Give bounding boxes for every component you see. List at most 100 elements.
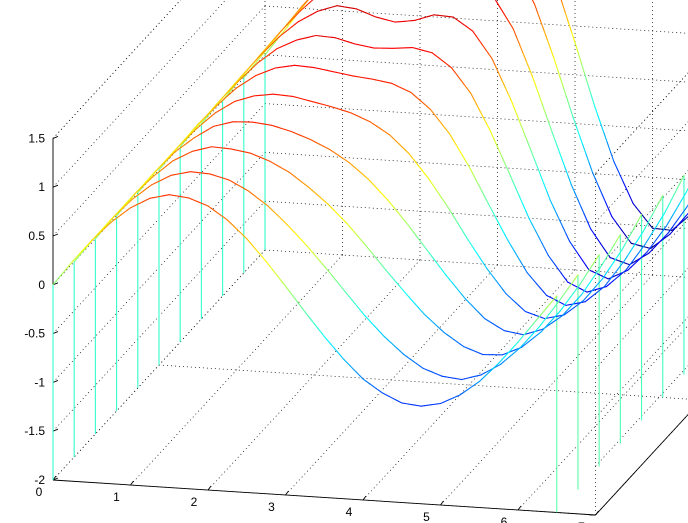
curve-segment — [73, 257, 78, 263]
curve-segment — [461, 154, 467, 162]
curve-segment — [626, 250, 632, 257]
curve-segment — [144, 186, 150, 191]
curve-segment — [649, 242, 655, 249]
curve-segment — [215, 100, 220, 106]
curve-segment — [537, 12, 542, 23]
curve-segment — [472, 349, 477, 353]
curve-segment — [187, 131, 192, 137]
curve-segment — [443, 400, 448, 403]
curve-segment — [462, 345, 468, 349]
curve-segment — [105, 220, 111, 226]
curve-segment — [506, 355, 511, 360]
curve-segment — [485, 371, 490, 377]
curve-segment — [463, 84, 469, 90]
z-tick-label: -1 — [34, 375, 45, 389]
curve-segment — [664, 206, 669, 214]
curve-segment — [392, 137, 397, 142]
curve-segment — [490, 322, 495, 326]
curve-segment — [270, 208, 275, 213]
curve-segment — [497, 326, 502, 330]
curve-segment — [272, 269, 277, 275]
curve-segment — [558, 315, 563, 319]
curve-segment — [467, 376, 472, 379]
curve-segment — [127, 197, 132, 203]
curve-segment — [618, 272, 624, 277]
curve-segment — [648, 223, 654, 229]
curve-segment — [348, 74, 354, 77]
curve-segment — [624, 233, 629, 240]
curve-segment — [653, 243, 658, 247]
curve-segment — [471, 304, 476, 310]
curve-segment — [233, 149, 239, 151]
curve-segment — [655, 200, 661, 208]
curve-segment — [638, 247, 643, 254]
curve-segment — [562, 226, 567, 235]
curve-segment — [554, 301, 560, 307]
curve-segment — [97, 230, 102, 235]
curve-segment — [159, 167, 164, 172]
curve-segment — [379, 261, 384, 267]
curve-segment — [472, 383, 477, 387]
curve-segment — [247, 68, 252, 73]
curve-segment — [411, 299, 416, 305]
curve-segment — [259, 53, 264, 59]
curve-segment — [528, 217, 533, 225]
curve-segment — [165, 162, 171, 167]
curve-segment — [406, 356, 411, 360]
curve-segment — [541, 103, 547, 115]
curve-segment — [519, 344, 524, 349]
curve-segment — [128, 198, 133, 203]
curve-segment — [366, 119, 371, 123]
curve-segment — [301, 181, 306, 186]
curve-segment — [598, 273, 603, 277]
curve-segment — [427, 317, 432, 322]
curve-segment — [565, 233, 571, 242]
curve-segment — [495, 280, 501, 286]
curve-segment — [249, 62, 254, 68]
curve-segment — [201, 147, 206, 150]
curve-segment — [220, 214, 225, 219]
curve-segment — [322, 263, 327, 269]
curve-segment — [372, 253, 377, 259]
curve-segment — [546, 320, 552, 326]
curve-segment — [468, 301, 473, 306]
curve-segment — [474, 375, 479, 377]
curve-segment — [420, 100, 425, 105]
curve-segment — [162, 165, 167, 170]
curve-segment — [230, 100, 236, 104]
curve-segment — [502, 288, 507, 295]
curve-segment — [569, 107, 574, 119]
curve-segment — [563, 277, 569, 283]
curve-segment — [197, 201, 203, 204]
grid-lines — [52, 0, 688, 516]
curve-segment — [651, 228, 656, 235]
curve-segment — [554, 263, 559, 270]
curve-segment — [180, 144, 185, 148]
curve-segment — [434, 54, 440, 59]
curve-segment — [455, 18, 461, 23]
curve-segment — [330, 206, 335, 212]
curve-segment — [385, 269, 390, 275]
curve-segment — [636, 235, 641, 242]
curve-segment — [648, 249, 653, 254]
series-curve — [179, 34, 685, 293]
curve-segment — [222, 177, 227, 180]
curve-segment — [435, 261, 441, 268]
curve-segment — [373, 325, 379, 331]
curve-segment — [410, 91, 415, 96]
curve-segment — [283, 24, 288, 29]
curve-segment — [226, 219, 232, 224]
curve-segment — [505, 293, 510, 298]
curve-segment — [233, 80, 238, 86]
curve-segment — [613, 160, 618, 169]
curve-segment — [224, 104, 229, 108]
curve-segment — [520, 333, 526, 339]
x-tick-mark — [362, 495, 367, 501]
curve-segment — [75, 254, 80, 259]
y-axis-line — [595, 413, 688, 516]
curve-segment — [330, 343, 335, 349]
z-tick-label: 1.5 — [28, 131, 45, 145]
curve-segment — [619, 174, 624, 183]
curve-segment — [236, 228, 241, 234]
curve-segment — [267, 205, 272, 210]
